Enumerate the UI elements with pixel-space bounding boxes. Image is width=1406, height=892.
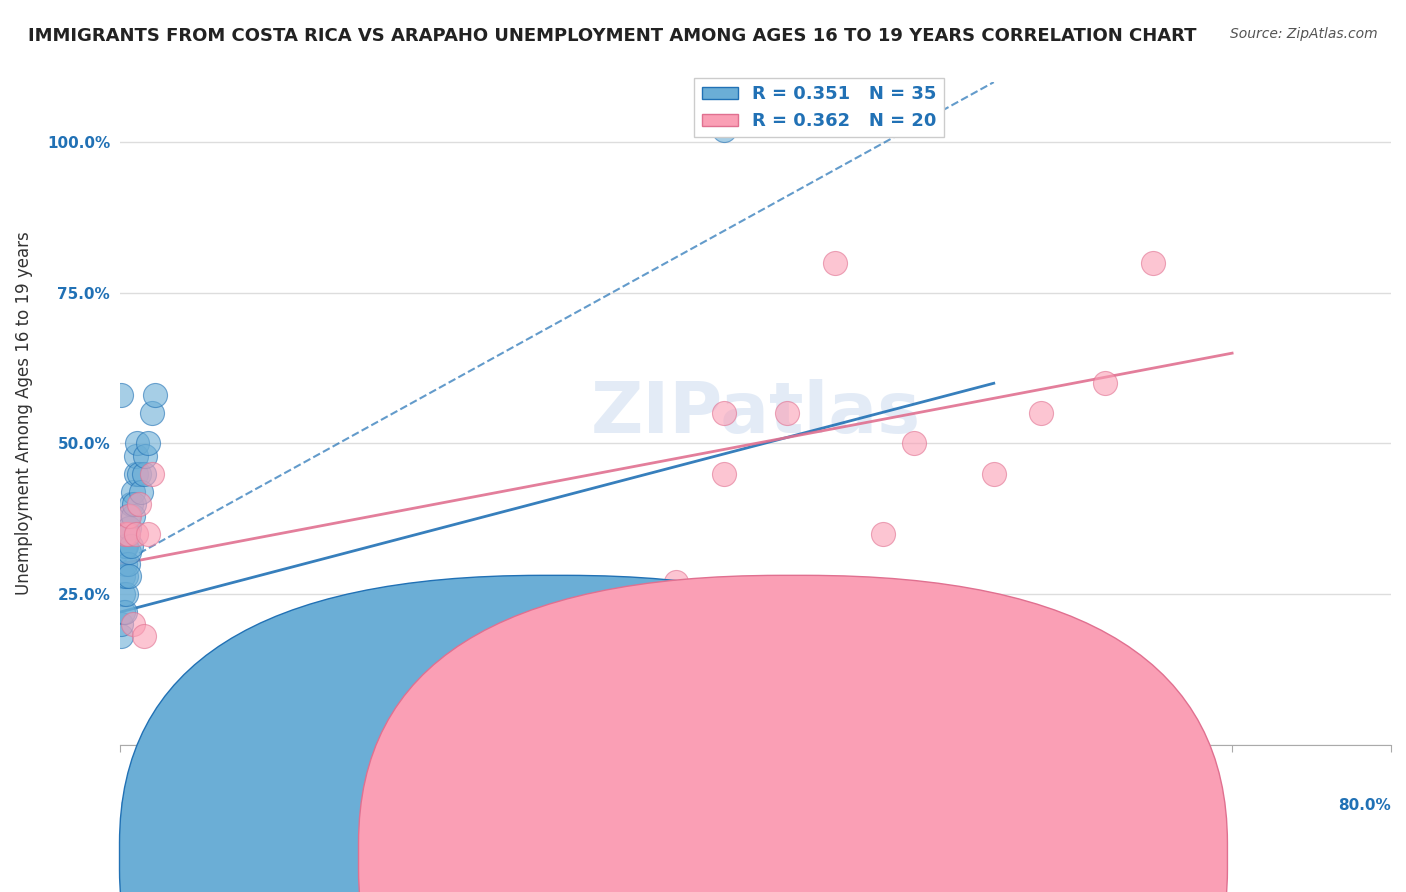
- Point: [118, 545, 141, 559]
- Point: [117, 557, 139, 571]
- Point: [117, 526, 139, 541]
- Legend: R = 0.351   N = 35, R = 0.362   N = 20: R = 0.351 N = 35, R = 0.362 N = 20: [695, 78, 943, 137]
- Point: [138, 526, 160, 541]
- Point: [114, 557, 136, 571]
- Point: [114, 605, 136, 619]
- Text: ZIPatlas: ZIPatlas: [591, 379, 921, 448]
- Y-axis label: Unemployment Among Ages 16 to 19 years: Unemployment Among Ages 16 to 19 years: [15, 232, 32, 595]
- Point: [129, 484, 152, 499]
- Point: [118, 569, 141, 583]
- Point: [112, 605, 135, 619]
- Point: [134, 449, 156, 463]
- Point: [872, 526, 894, 541]
- Point: [713, 467, 735, 481]
- Point: [121, 508, 143, 523]
- Point: [114, 526, 136, 541]
- Point: [115, 539, 138, 553]
- Point: [120, 539, 142, 553]
- Point: [118, 508, 141, 523]
- Point: [110, 388, 132, 402]
- Point: [110, 617, 132, 632]
- Point: [713, 406, 735, 420]
- Point: [141, 467, 163, 481]
- Point: [121, 484, 143, 499]
- Point: [122, 497, 145, 511]
- Point: [117, 526, 139, 541]
- Point: [132, 629, 155, 643]
- Text: Arapaho: Arapaho: [813, 849, 883, 867]
- Point: [117, 508, 139, 523]
- Point: [114, 539, 136, 553]
- Point: [138, 436, 160, 450]
- Point: [665, 574, 688, 589]
- Point: [127, 436, 149, 450]
- Point: [115, 569, 138, 583]
- Text: IMMIGRANTS FROM COSTA RICA VS ARAPAHO UNEMPLOYMENT AMONG AGES 16 TO 19 YEARS COR: IMMIGRANTS FROM COSTA RICA VS ARAPAHO UN…: [28, 27, 1197, 45]
- Point: [824, 256, 846, 270]
- Point: [903, 436, 925, 450]
- Text: 0.0%: 0.0%: [120, 797, 162, 813]
- Point: [143, 388, 166, 402]
- Point: [776, 406, 799, 420]
- Text: Source: ZipAtlas.com: Source: ZipAtlas.com: [1230, 27, 1378, 41]
- Point: [125, 467, 148, 481]
- Point: [128, 497, 150, 511]
- Point: [118, 521, 141, 535]
- Point: [121, 617, 143, 632]
- Point: [125, 526, 148, 541]
- Point: [1094, 376, 1116, 391]
- Point: [115, 587, 138, 601]
- Point: [110, 629, 132, 643]
- Point: [141, 406, 163, 420]
- Point: [1142, 256, 1164, 270]
- Point: [713, 123, 735, 137]
- Point: [112, 569, 135, 583]
- Point: [125, 449, 148, 463]
- Point: [132, 467, 155, 481]
- Point: [112, 587, 135, 601]
- Point: [128, 467, 150, 481]
- Text: Immigrants from Costa Rica: Immigrants from Costa Rica: [574, 849, 806, 867]
- Point: [1031, 406, 1053, 420]
- Point: [114, 526, 136, 541]
- Text: 80.0%: 80.0%: [1339, 797, 1391, 813]
- Point: [983, 467, 1005, 481]
- Point: [120, 497, 142, 511]
